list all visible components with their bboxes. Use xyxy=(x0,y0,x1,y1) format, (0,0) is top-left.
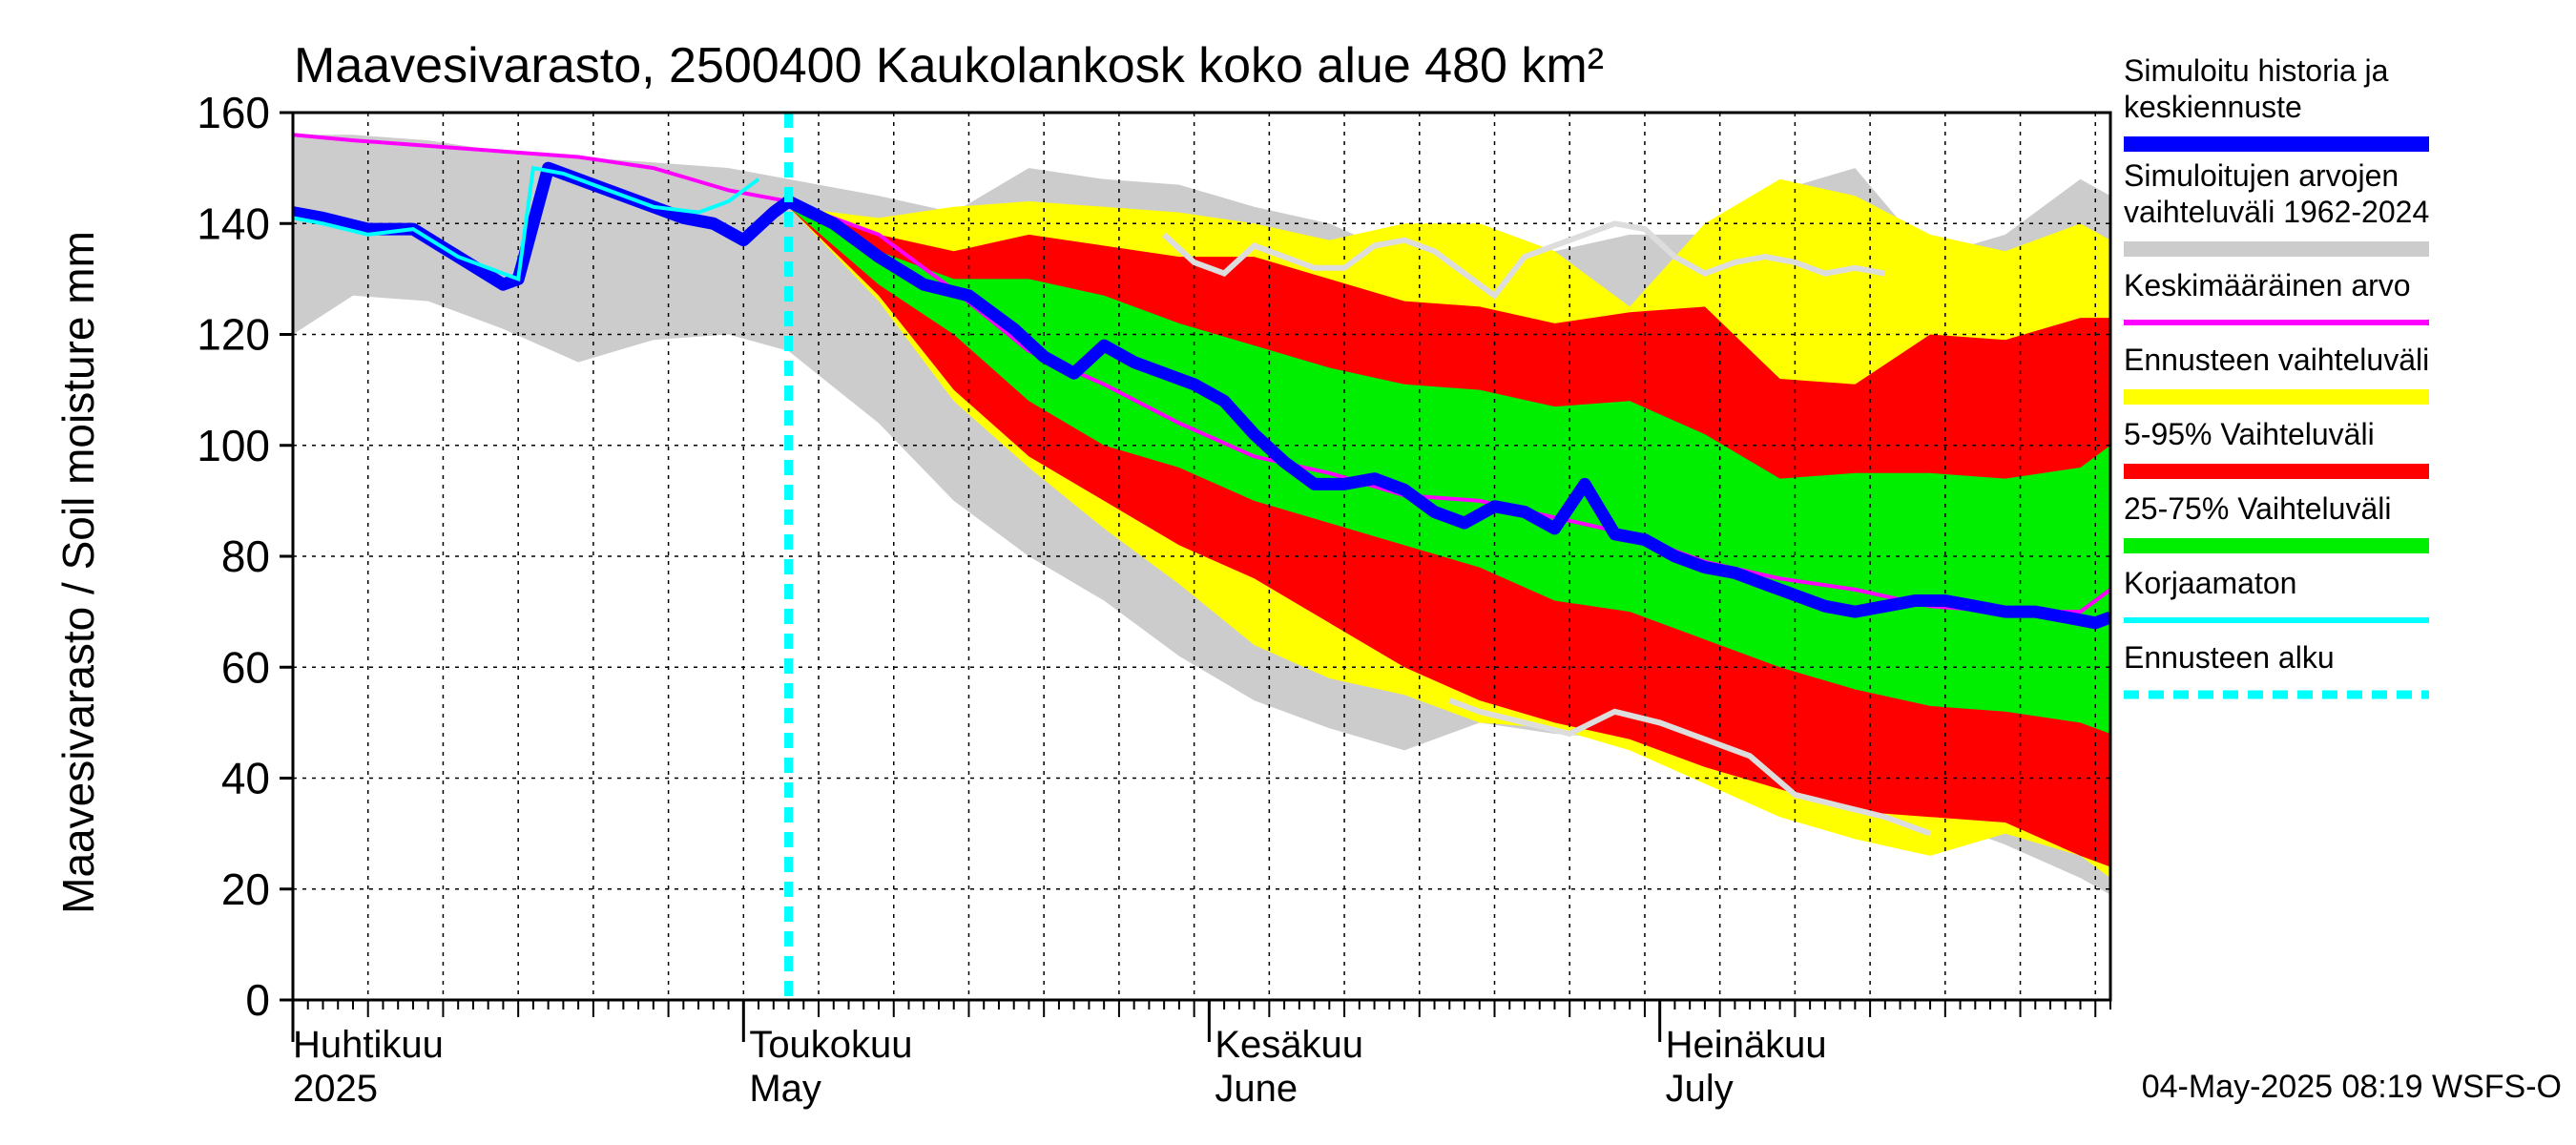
x-month-label-fi: Heinäkuu xyxy=(1666,1024,1827,1066)
legend-label: keskiennuste xyxy=(2124,90,2302,124)
legend-label: 5-95% Vaihteluväli xyxy=(2124,417,2375,451)
y-tick-label: 0 xyxy=(245,975,270,1025)
y-tick-label: 100 xyxy=(197,421,270,470)
x-month-label-en: May xyxy=(749,1068,821,1110)
x-month-label-en: June xyxy=(1215,1068,1298,1110)
legend-label: Keskimääräinen arvo xyxy=(2124,268,2411,302)
chart-title: Maavesivarasto, 2500400 Kaukolankosk kok… xyxy=(294,38,1604,94)
x-month-label-en: 2025 xyxy=(293,1068,378,1110)
line-mean xyxy=(293,133,2110,614)
y-tick-label: 120 xyxy=(197,310,270,360)
line-history-low xyxy=(1448,697,1932,837)
legend-label: 25-75% Vaihteluväli xyxy=(2124,491,2391,526)
x-month-label-fi: Kesäkuu xyxy=(1215,1024,1363,1066)
legend-label: Simuloitu historia ja xyxy=(2124,53,2389,88)
legend-label: Korjaamaton xyxy=(2124,566,2296,600)
legend-label: vaihteluväli 1962-2024 xyxy=(2124,195,2429,229)
y-tick-label: 160 xyxy=(197,88,270,137)
y-axis-label: Maavesivarasto / Soil moisture mm xyxy=(53,231,103,914)
x-month-label-en: July xyxy=(1666,1068,1734,1110)
x-month-label-fi: Huhtikuu xyxy=(293,1024,444,1066)
footer-timestamp: 04-May-2025 08:19 WSFS-O xyxy=(2142,1069,2562,1105)
y-tick-label: 20 xyxy=(221,864,270,914)
line-uncorrected xyxy=(293,165,760,282)
y-tick-label: 80 xyxy=(221,531,270,581)
y-tick-label: 40 xyxy=(221,754,270,803)
band-25-75 xyxy=(788,206,2110,735)
legend-label: Ennusteen vaihteluväli xyxy=(2124,343,2429,377)
legend-label: Ennusteen alku xyxy=(2124,640,2335,675)
legend-label: Simuloitujen arvojen xyxy=(2124,158,2399,193)
y-tick-label: 60 xyxy=(221,642,270,692)
y-tick-label: 140 xyxy=(197,198,270,248)
x-month-label-fi: Toukokuu xyxy=(749,1024,912,1066)
line-history-high xyxy=(1162,220,1886,300)
